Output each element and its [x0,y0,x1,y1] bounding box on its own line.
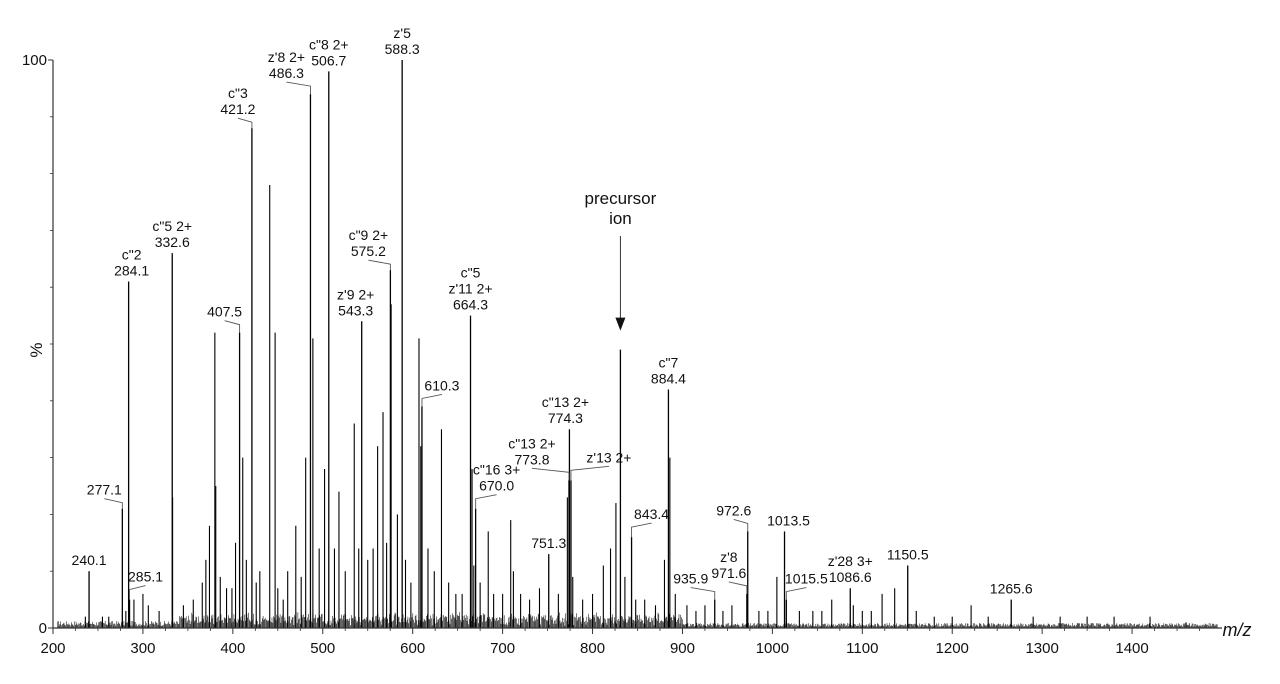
axes: 200 300 400 500 600 700 800 900 1000 1100 1200 1300… [22,52,1252,657]
peak-label-line: 332.6 [155,234,190,250]
x-tick-label: 1300 [1025,640,1058,657]
label-leader [129,585,146,600]
peak-label-line: z'8 [720,549,738,565]
label-leader [785,587,807,600]
x-tick-label: 200 [40,640,65,657]
label-leader [570,465,610,481]
label-leader [224,320,241,333]
peak-label-line: 1015.5 [785,571,828,587]
peak-label-line: c"7 [659,354,679,370]
peak-label-line: 588.3 [385,41,420,57]
peak-label-line: 971.6 [711,565,746,581]
peak-label-line: 240.1 [72,552,107,568]
minor-peaks [84,184,1187,628]
peak-label-line: 1265.6 [990,581,1033,597]
peak-label-line: 277.1 [87,482,122,498]
label-leader [475,494,497,509]
peak-label-line: 1150.5 [887,547,929,563]
y-axis-ticks: 0 100 [22,52,53,637]
x-axis-ticks: 200 300 400 500 600 700 800 900 1000 1100 1200 1300… [40,628,1200,657]
x-tick-label: 300 [130,640,155,657]
peak-label-line: 486.3 [269,65,304,81]
peak-label-line: 773.8 [514,451,549,467]
y-axis-label: % [27,342,46,357]
peak-label-line: 972.6 [716,502,751,518]
peak-label-line: 543.3 [338,302,373,318]
peak-label-line: c"13 2+ [542,394,589,410]
peak-label-line: c"2 [122,247,142,263]
x-tick-label: 400 [220,640,245,657]
peak-label-line: z'11 2+ [448,281,492,297]
peak-label-line: 884.4 [651,370,686,386]
peak-label-line: z'28 3+ [828,553,873,569]
label-leader [531,467,570,481]
peak-label-line: 935.9 [673,571,708,587]
labeled-peaks [88,60,1012,628]
label-leader [631,522,652,538]
x-tick-label: 500 [310,640,335,657]
peak-label-line: z'5 [393,25,411,41]
peak-label-line: 284.1 [114,263,149,279]
label-leader [690,587,716,600]
peak-label-line: 843.4 [634,506,669,522]
peak-label-line: c"3 [228,85,248,101]
label-leader [104,498,123,509]
x-tick-label: 1100 [846,640,878,657]
peak-label-line: c"8 2+ [309,36,349,52]
y-tick-label: 0 [39,620,47,637]
peak-label-line: 664.3 [453,297,488,313]
peak-label-line: z'8 2+ [268,49,305,65]
label-leader [237,117,253,129]
precursor-arrow-head [615,317,626,331]
x-axis-label: m/z [1223,620,1252,640]
peak-label-line: z'9 2+ [337,286,374,302]
label-leader [733,519,749,532]
label-leader-lines [104,81,807,600]
peak-label-line: c"5 [461,265,481,281]
label-leader [728,581,748,594]
peak-label-line: 407.5 [207,304,242,320]
peak-label-line: c"9 2+ [349,227,389,243]
label-leader [286,81,311,95]
precursor-annotation-text: precursor [585,189,657,208]
peak-label-line: 774.3 [548,410,583,426]
peak-label-line: 751.3 [531,535,566,551]
x-tick-label: 800 [580,640,605,657]
peak-label-line: c"5 2+ [152,218,192,234]
peak-label-line: 575.2 [351,243,386,259]
peak-label-line: c"13 2+ [508,435,555,451]
peak-label-line: 1086.6 [829,569,872,585]
precursor-annotation-text: ion [609,209,632,228]
peak-label-line: 1013.5 [767,512,810,528]
x-tick-label: 600 [400,640,425,657]
label-leader [368,259,391,271]
peak-label-line: c"16 3+ [473,462,520,478]
x-tick-label: 900 [670,640,695,657]
x-tick-label: 700 [490,640,515,657]
peak-label-line: 421.2 [220,101,255,117]
peak-label-line: z'13 2+ [586,449,631,465]
peak-label-line: 670.0 [479,478,514,494]
x-tick-label: 1400 [1115,640,1148,657]
peak-label-line: 506.7 [311,52,346,68]
y-tick-label: 100 [22,52,47,69]
x-tick-label: 1000 [756,640,789,657]
peak-label-line: 610.3 [424,377,459,393]
peak-label-line: 285.1 [128,569,163,585]
label-leader [421,394,443,407]
x-tick-label: 1200 [936,640,969,657]
